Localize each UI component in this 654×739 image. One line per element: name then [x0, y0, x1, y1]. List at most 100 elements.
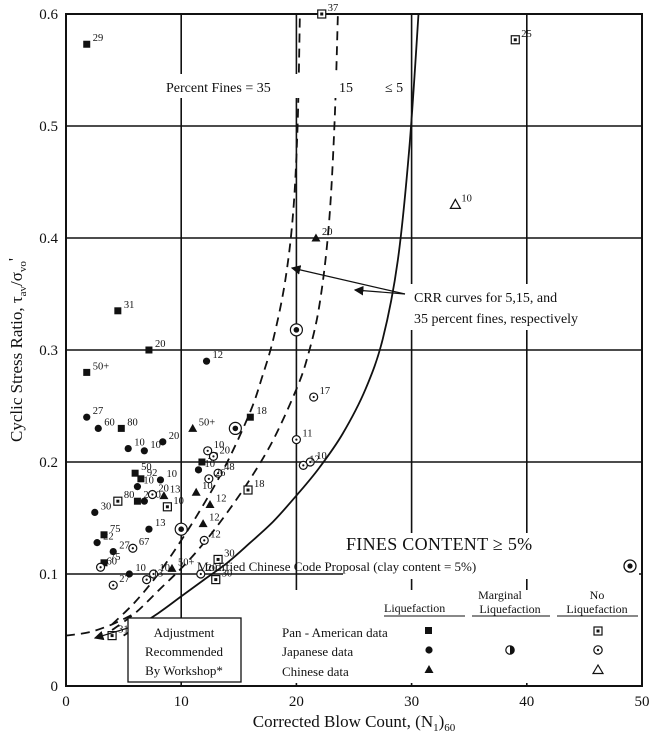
data-point-label: 18 [254, 479, 264, 490]
data-point-label: 27 [119, 541, 129, 552]
data-point-square-filled [117, 424, 125, 432]
adjustment-line1: Adjustment [154, 625, 215, 640]
data-point-label: 30 [101, 501, 112, 512]
data-point-triangle-open [449, 198, 462, 209]
data-point-circle-filled [91, 508, 99, 516]
data-point-label: 22 [103, 532, 114, 543]
data-point-square-open [211, 574, 221, 585]
data-point-circle-open [147, 489, 157, 500]
data-point-circle-open [208, 451, 219, 461]
legend-header-no-1: No [590, 588, 605, 602]
data-point-triangle-filled [167, 563, 177, 572]
data-point-circle-open [148, 569, 159, 579]
data-point-label: 17 [320, 386, 331, 397]
data-point-circle-filled [93, 539, 101, 547]
data-point-label: 12 [213, 350, 224, 361]
data-point-square-filled [137, 475, 145, 483]
data-point-circle-filled [140, 447, 148, 455]
adjustment-line3: By Workshop* [145, 663, 223, 678]
data-point-label: 10 [204, 459, 215, 470]
legend-triangle-open-icon [591, 663, 605, 675]
y-tick-labels: 0 0.1 0.2 0.3 0.4 0.5 0.6 [39, 7, 58, 695]
data-point-label: 25 [521, 29, 532, 40]
legend-square-filled-icon [425, 627, 432, 634]
legend-row-japanese: Japanese data [282, 644, 353, 659]
data-point-circle-open [298, 460, 308, 470]
data-point-label: 30 [222, 569, 233, 580]
fines-content-title: FINES CONTENT ≥ 5% [346, 534, 532, 554]
data-point-label: 10 [214, 440, 225, 451]
data-point-label: 31 [124, 300, 135, 311]
fines-content-bg [343, 533, 639, 579]
data-point-square-filled [198, 458, 206, 466]
y-axis-title: Cyclic Stress Ratio, τav/σvo' [5, 258, 29, 442]
data-point-label: 80 [127, 417, 137, 428]
data-point-circle-open [108, 580, 118, 590]
data-point-square-filled [114, 307, 122, 315]
data-point-triangle-filled [159, 491, 169, 500]
percent-fines-label-bg [162, 74, 407, 98]
data-point-circle-filled [159, 438, 167, 446]
x-tick-label: 40 [519, 694, 534, 710]
y-tick-label: 0.5 [39, 119, 58, 135]
data-point-label: 12 [210, 529, 221, 540]
data-point-label: 48 [224, 462, 235, 473]
x-axis-title: Corrected Blow Count, (N1)60 [253, 712, 456, 734]
data-point-label: 67 [139, 537, 150, 548]
data-point-label: 50 [141, 462, 152, 473]
x-tick-labels: 0 10 20 30 40 50 [62, 694, 649, 710]
legend: Liquefaction Marginal Liquefaction No Li… [280, 588, 638, 683]
data-point-label: 10 [461, 193, 472, 204]
data-point-triangle-filled [188, 423, 198, 432]
data-point-circle-open [142, 574, 152, 585]
data-point-label: 27 [93, 406, 104, 417]
data-point-circle-open [309, 392, 319, 402]
legend-header-marginal-2: Liquefaction [479, 602, 540, 616]
data-point-square-open [162, 502, 172, 512]
data-point-label: 10 [150, 440, 161, 451]
data-point-circle-half [228, 421, 242, 435]
data-point-triangle-filled [311, 233, 321, 242]
legend-circle-open-icon [593, 645, 603, 655]
percent-fines-labels: Percent Fines = 35 15 ≤ 5 [162, 74, 407, 98]
data-point-circle-open [199, 535, 209, 546]
data-point-label: 11 [302, 429, 312, 440]
data-point-label: 20 [169, 431, 180, 442]
data-point-circle-filled [109, 548, 117, 556]
data-point-circle-filled [133, 483, 142, 491]
data-point-circle-half [174, 522, 188, 536]
data-point-label: 30 [224, 548, 235, 559]
legend-circle-half-icon [505, 645, 515, 655]
data-point-label: 60 [104, 417, 115, 428]
percent-fines-15-label: 15 [339, 81, 353, 96]
legend-row-pan-american: Pan - American data [282, 625, 388, 640]
data-point-circle-open [213, 468, 223, 478]
data-point-label: 75 [110, 524, 121, 535]
data-point-label: 31 [118, 625, 129, 636]
legend-bg [280, 590, 638, 683]
crr-curve-35 [111, 13, 301, 626]
data-point-label: 27 [119, 574, 129, 585]
data-point-circle-filled [124, 444, 132, 453]
y-tick-label: 0.2 [39, 455, 58, 471]
data-point-circle-filled [194, 466, 203, 474]
crr-arrow-to-35 [290, 265, 406, 295]
crr-curves [65, 13, 420, 637]
chinese-code-note: Modified Chinese Code Proposal (clay con… [197, 559, 476, 574]
data-point-label: 18 [256, 406, 267, 417]
crr-curve-5 [123, 13, 420, 637]
data-points: 29312050+8018509220757520372580101830303… [83, 3, 532, 641]
data-point-square-open [243, 485, 253, 495]
chinese-code-marker [623, 559, 637, 573]
crr-curve-adjustment [65, 612, 136, 637]
data-point-label: 10 [173, 496, 184, 507]
y-tick-label: 0.1 [39, 567, 58, 583]
data-point-square-open [113, 496, 123, 506]
percent-fines-5-label: ≤ 5 [385, 81, 403, 96]
data-point-square-filled [100, 531, 108, 539]
data-point-square-filled [100, 559, 108, 567]
data-point-label: 20 [155, 339, 166, 350]
data-point-label: 10 [143, 476, 154, 487]
data-point-triangle-filled [198, 519, 208, 528]
